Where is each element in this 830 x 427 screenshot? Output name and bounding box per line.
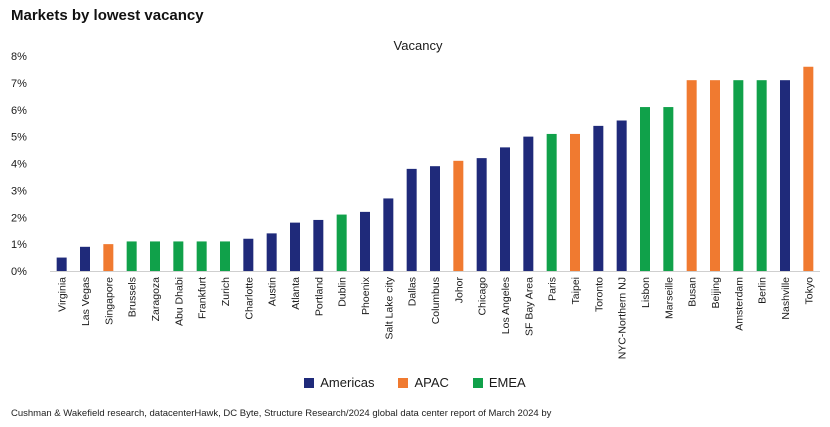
bar[interactable] xyxy=(593,125,604,271)
x-tick-label: Brussels xyxy=(127,277,139,317)
y-tick-label: 5% xyxy=(11,132,27,144)
x-tick-label: Virginia xyxy=(57,277,69,312)
x-tick-label: Charlotte xyxy=(243,277,255,320)
bar[interactable] xyxy=(126,241,137,271)
x-tick-label: Busan xyxy=(687,277,699,307)
bar[interactable] xyxy=(290,222,300,271)
legend-item-apac[interactable]: APAC xyxy=(398,375,449,390)
bar[interactable] xyxy=(616,120,627,272)
bar[interactable] xyxy=(360,211,370,271)
y-tick-label: 2% xyxy=(11,212,27,224)
legend-swatch-apac xyxy=(398,377,409,388)
bars xyxy=(56,66,814,272)
legend-label-americas: Americas xyxy=(320,375,375,390)
x-tick-label: Zurich xyxy=(220,277,232,306)
x-tick-label: Amsterdam xyxy=(733,277,745,331)
x-tick-label: Taipei xyxy=(570,277,582,304)
bar[interactable] xyxy=(406,168,417,271)
x-tick-label: Nashville xyxy=(780,277,792,320)
x-tick-label: Chicago xyxy=(477,277,489,316)
legend-swatch-emea xyxy=(472,377,483,388)
y-tick-label: 4% xyxy=(11,159,27,171)
bar[interactable] xyxy=(383,198,394,271)
x-tick-label: Tokyo xyxy=(803,277,815,305)
bar[interactable] xyxy=(570,133,580,271)
bar[interactable] xyxy=(173,241,184,271)
bar[interactable] xyxy=(803,66,814,271)
y-tick-label: 7% xyxy=(11,78,27,90)
legend-swatch-americas xyxy=(304,377,315,388)
legend-item-americas[interactable]: Americas xyxy=(304,375,374,390)
y-axis: 0% 1% 2% 3% 4% 5% 6% 7% 8% xyxy=(11,51,27,278)
bar[interactable] xyxy=(640,107,650,271)
bar[interactable] xyxy=(733,80,744,271)
bar[interactable] xyxy=(266,233,277,271)
x-tick-label: Paris xyxy=(547,277,559,301)
bar[interactable] xyxy=(150,241,160,271)
bar[interactable] xyxy=(756,80,767,271)
vacancy-bar-chart: Vacancy 0% 1% 2% 3% 4% 5% 6% 7% 8% Virginia Las V… xyxy=(11,38,820,359)
x-tick-label: SF Bay Area xyxy=(523,277,535,336)
y-tick-label: 3% xyxy=(11,185,27,197)
bar[interactable] xyxy=(313,219,324,271)
bar[interactable] xyxy=(336,214,347,271)
y-tick-label: 1% xyxy=(11,239,27,251)
x-tick-label: Phoenix xyxy=(360,276,372,315)
x-tick-label: Frankfurt xyxy=(197,277,209,319)
bar[interactable] xyxy=(453,160,464,271)
legend-label-apac: APAC xyxy=(414,375,449,390)
x-tick-label: Marseille xyxy=(663,277,675,319)
bar[interactable] xyxy=(523,136,534,271)
legend: Americas APAC EMEA xyxy=(0,375,830,390)
x-tick-label: Lisbon xyxy=(640,277,652,308)
bar[interactable] xyxy=(243,238,254,271)
x-tick-label: Salt Lake city xyxy=(383,276,395,339)
x-tick-label: Atlanta xyxy=(290,277,302,310)
x-tick-label: Berlin xyxy=(757,277,769,304)
bar[interactable] xyxy=(476,158,487,271)
x-tick-label: Los Angeles xyxy=(500,277,512,334)
x-tick-label: Toronto xyxy=(593,277,605,312)
x-tick-label: Las Vegas xyxy=(80,277,92,326)
x-tick-label: Portland xyxy=(313,277,325,316)
x-tick-label: Johor xyxy=(453,276,465,303)
x-tick-label: Abu Dhabi xyxy=(173,277,185,326)
bar[interactable] xyxy=(686,80,697,271)
bar[interactable] xyxy=(430,166,440,271)
x-tick-label: Zaragoza xyxy=(150,277,162,322)
chart-title: Vacancy xyxy=(394,38,443,53)
legend-item-emea[interactable]: EMEA xyxy=(472,375,526,390)
bar[interactable] xyxy=(710,80,720,271)
x-tick-label: Dallas xyxy=(407,277,419,306)
page-title: Markets by lowest vacancy xyxy=(11,7,204,24)
bar[interactable] xyxy=(103,244,114,271)
x-tick-label: Dublin xyxy=(337,277,349,307)
bar[interactable] xyxy=(220,241,230,271)
y-tick-label: 8% xyxy=(11,51,27,63)
bar[interactable] xyxy=(56,257,67,271)
source-note: Cushman & Wakefield research, datacenter… xyxy=(11,408,552,419)
legend-label-emea: EMEA xyxy=(488,375,526,390)
x-tick-label: Columbus xyxy=(430,277,442,324)
y-tick-label: 6% xyxy=(11,105,27,117)
bar[interactable] xyxy=(663,107,674,271)
bar[interactable] xyxy=(196,241,207,271)
x-tick-label: Austin xyxy=(267,277,279,306)
bar[interactable] xyxy=(500,147,510,271)
bar[interactable] xyxy=(546,133,557,271)
x-tick-label: Singapore xyxy=(103,277,115,325)
x-tick-label: Beijing xyxy=(710,277,722,309)
y-tick-label: 0% xyxy=(11,266,27,278)
bar[interactable] xyxy=(780,80,790,271)
x-tick-label: NYC-Northern NJ xyxy=(617,277,629,359)
x-tick-labels: Virginia Las Vegas Singapore Brussels Zarago… xyxy=(57,276,816,359)
bar[interactable] xyxy=(80,246,90,271)
